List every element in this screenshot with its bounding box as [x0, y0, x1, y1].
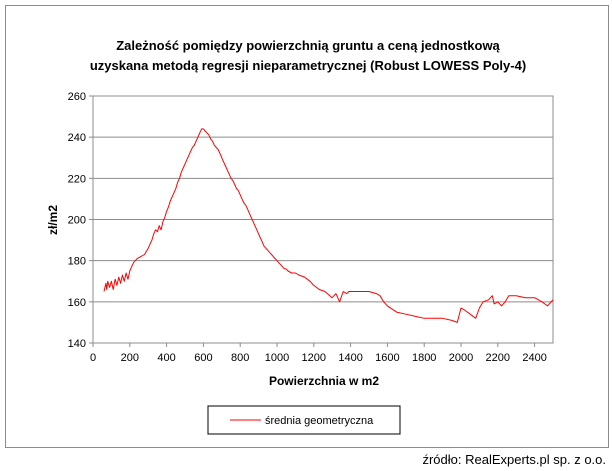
x-tick-label: 200 — [121, 352, 139, 364]
y-tick-label: 200 — [68, 215, 86, 227]
grid-lines — [93, 136, 553, 303]
x-tick-label: 2200 — [486, 352, 510, 364]
y-axis-label: zł/m2 — [46, 205, 60, 235]
y-tick-label: 240 — [68, 132, 86, 144]
x-tick-label: 1600 — [375, 352, 399, 364]
chart-title-line1: Zależność pomiędzy powierzchnią gruntu a… — [116, 38, 500, 53]
x-tick-label: 1400 — [338, 352, 362, 364]
x-tick-label: 1000 — [265, 352, 289, 364]
source-note: źródło: RealExperts.pl sp. z o.o. — [422, 452, 606, 467]
series-line-srednia-geometryczna — [103, 128, 554, 323]
axes: 140 160 180 200 220 240 260 0 200 400 600 800 1000 12… — [68, 91, 547, 364]
chart-title-line2: uzyskana metodą regresji nieparametryczn… — [90, 58, 526, 73]
y-tick-label: 180 — [68, 256, 86, 268]
x-tick-label: 1200 — [302, 352, 326, 364]
x-tick-label: 1800 — [412, 352, 436, 364]
x-tick-label: 600 — [194, 352, 212, 364]
x-tick-label: 400 — [157, 352, 175, 364]
x-tick-label: 0 — [90, 352, 96, 364]
legend: średnia geometryczna — [207, 405, 401, 435]
y-tick-label: 260 — [68, 91, 86, 103]
x-axis-label: Powierzchnia w m2 — [269, 374, 379, 388]
x-tick-label: 2400 — [522, 352, 546, 364]
legend-label: średnia geometryczna — [265, 415, 374, 427]
y-tick-label: 140 — [68, 338, 86, 350]
x-tick-label: 2000 — [449, 352, 473, 364]
y-tick-label: 220 — [68, 173, 86, 185]
y-tick-label: 160 — [68, 297, 86, 309]
x-tick-label: 800 — [231, 352, 249, 364]
